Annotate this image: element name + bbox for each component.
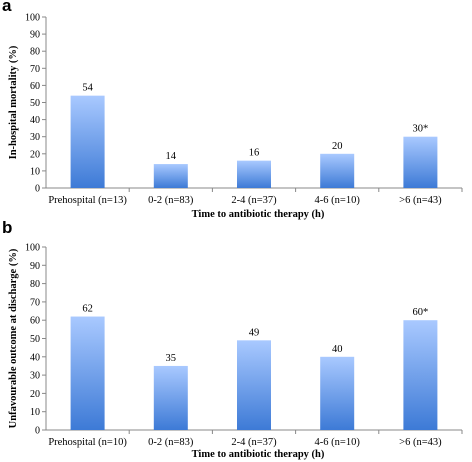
x-tick-label: 0-2 (n=83) (148, 437, 194, 448)
chart-b-svg: 0 10 20 30 40 50 60 70 80 90 100 62 Prehospital (n=1… (8, 243, 463, 460)
x-tick-label: >6 (n=43) (399, 437, 442, 448)
data-label: 16 (249, 148, 260, 159)
bar (320, 356, 355, 430)
y-tick-label: 50 (30, 98, 40, 109)
x-tick-label: 4-6 (n=10) (315, 195, 361, 206)
y-tick-label: 30 (30, 132, 40, 143)
x-tick-label: 2-4 (n=37) (231, 437, 277, 448)
y-tick-label: 80 (30, 279, 40, 290)
data-label: 14 (166, 151, 177, 162)
chart-a-svg: 0 10 20 30 40 50 60 70 80 90 100 54 Prehospital (n=1… (8, 13, 463, 220)
y-tick-label: 70 (30, 64, 40, 75)
y-tick-label: 50 (30, 334, 40, 345)
y-tick-label: 20 (30, 389, 40, 400)
y-tick-label: 80 (30, 47, 40, 58)
data-label: 62 (82, 304, 93, 315)
x-tick-label: Prehospital (n=13) (48, 195, 127, 206)
bar (403, 320, 438, 430)
x-axis-title: Time to antibiotic therapy (h) (192, 209, 325, 220)
bar (237, 160, 271, 188)
y-tick-label: 30 (30, 371, 40, 382)
y-axis-title: Unfavourable outcome at discharge (%) (8, 248, 19, 428)
y-tick-label: 20 (30, 149, 40, 160)
y-tick-label: 40 (30, 115, 40, 126)
data-label: 20 (332, 141, 343, 152)
x-tick-label: 0-2 (n=83) (148, 195, 194, 206)
y-tick-label: 60 (30, 81, 40, 92)
data-label: 30* (413, 124, 429, 135)
y-tick-label: 100 (25, 243, 40, 254)
bar (403, 136, 438, 188)
x-tick-label: 4-6 (n=10) (315, 437, 361, 448)
data-label: 40 (332, 344, 343, 355)
bar (153, 164, 188, 188)
y-tick-label: 70 (30, 297, 40, 308)
bar (320, 153, 355, 188)
panel-label-b: b (2, 218, 13, 237)
data-label: 35 (166, 353, 177, 364)
bar (153, 365, 188, 430)
bar (70, 95, 105, 188)
data-label: 49 (249, 327, 260, 338)
y-axis-title: In-hospital mortality (%) (8, 45, 19, 159)
bar (237, 340, 271, 430)
panel-label-a: a (2, 0, 12, 15)
x-axis-title: Time to antibiotic therapy (h) (192, 449, 325, 460)
x-tick-label: >6 (n=43) (399, 195, 442, 206)
data-label: 54 (82, 83, 93, 94)
y-tick-label: 10 (30, 407, 40, 418)
y-tick-label: 60 (30, 316, 40, 327)
y-tick-label: 0 (35, 426, 40, 437)
bar (70, 316, 105, 430)
x-tick-label: 2-4 (n=37) (231, 195, 277, 206)
x-tick-label: Prehospital (n=10) (48, 437, 127, 448)
data-label: 60* (413, 307, 429, 318)
y-tick-label: 100 (25, 13, 40, 24)
chart-panel-a: a 0 10 20 30 40 50 60 70 80 90 100 54 Prehospital (n… (0, 0, 472, 222)
y-tick-label: 40 (30, 352, 40, 363)
y-tick-label: 10 (30, 166, 40, 177)
y-tick-label: 90 (30, 30, 40, 41)
y-tick-label: 0 (35, 184, 40, 195)
chart-panel-b: b 0 10 20 30 40 50 60 70 80 90 100 62 Prehospital (n… (0, 218, 472, 462)
y-tick-label: 90 (30, 261, 40, 272)
